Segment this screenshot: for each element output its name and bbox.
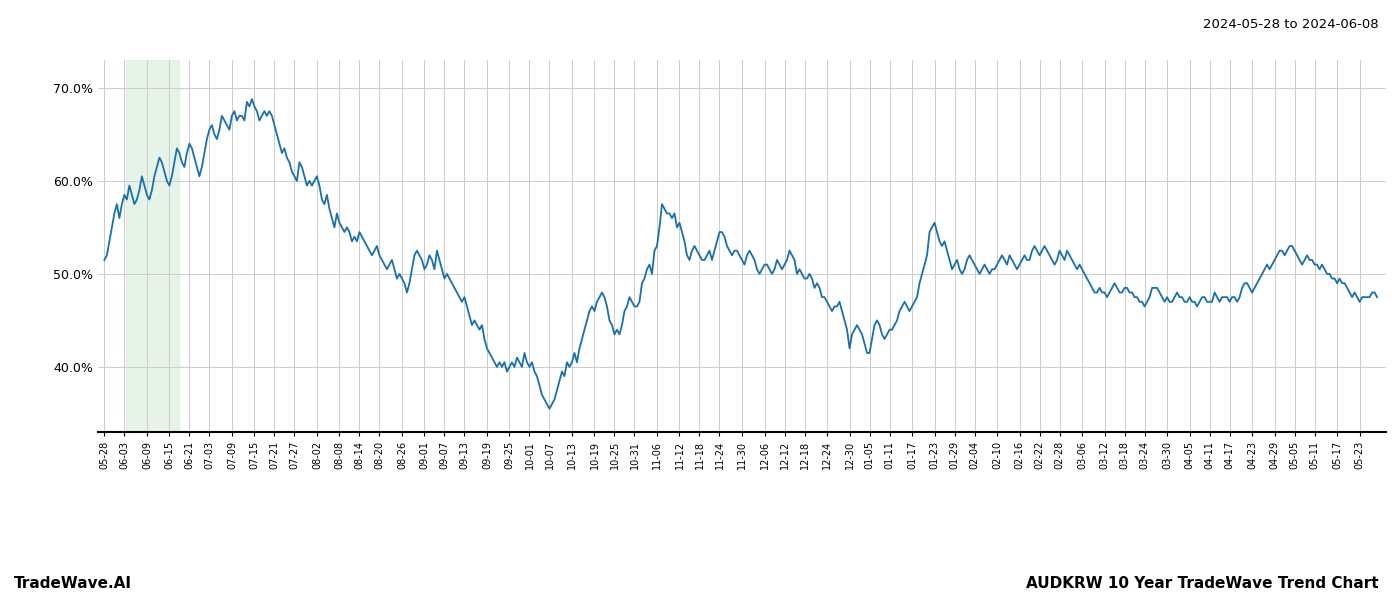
Bar (126, 60, 179, 432)
Text: AUDKRW 10 Year TradeWave Trend Chart: AUDKRW 10 Year TradeWave Trend Chart (1026, 576, 1379, 591)
Text: 2024-05-28 to 2024-06-08: 2024-05-28 to 2024-06-08 (1204, 18, 1379, 31)
Text: TradeWave.AI: TradeWave.AI (14, 576, 132, 591)
